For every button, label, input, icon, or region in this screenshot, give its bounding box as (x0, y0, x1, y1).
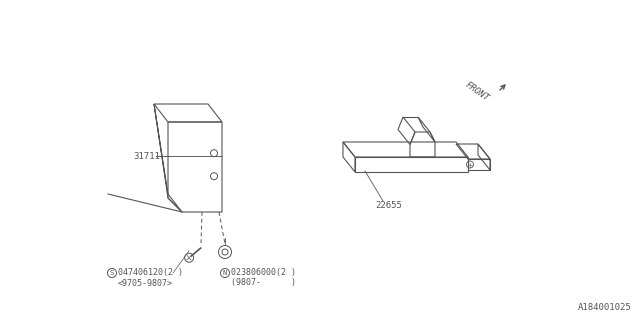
Text: 31711: 31711 (133, 152, 160, 161)
Text: 047406120(2 ): 047406120(2 ) (118, 268, 183, 277)
Text: N: N (223, 270, 227, 276)
Text: 22655: 22655 (375, 201, 402, 210)
Text: 023806000(2 ): 023806000(2 ) (231, 268, 296, 277)
Text: (9807-      ): (9807- ) (231, 278, 296, 287)
Text: S: S (110, 270, 114, 276)
Text: A184001025: A184001025 (579, 303, 632, 312)
Text: FRONT: FRONT (463, 81, 491, 103)
Text: <9705-9807>: <9705-9807> (118, 278, 173, 287)
